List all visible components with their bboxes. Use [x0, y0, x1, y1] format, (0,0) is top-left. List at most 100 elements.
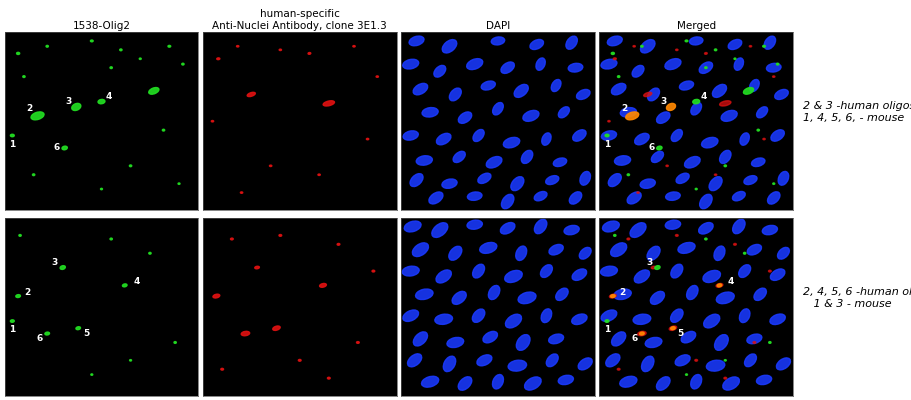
Ellipse shape: [279, 234, 281, 236]
Ellipse shape: [174, 342, 176, 343]
Ellipse shape: [33, 174, 35, 176]
Text: 1: 1: [9, 140, 15, 149]
Ellipse shape: [691, 102, 701, 115]
Ellipse shape: [529, 40, 543, 50]
Ellipse shape: [540, 309, 551, 322]
Ellipse shape: [719, 150, 731, 164]
Ellipse shape: [749, 80, 758, 92]
Ellipse shape: [534, 219, 547, 234]
Text: 1: 1: [603, 140, 609, 149]
Ellipse shape: [110, 67, 112, 68]
Ellipse shape: [634, 133, 649, 145]
Ellipse shape: [366, 138, 368, 140]
Ellipse shape: [356, 342, 359, 343]
Ellipse shape: [709, 177, 722, 191]
Ellipse shape: [247, 92, 255, 96]
Ellipse shape: [599, 266, 617, 276]
Ellipse shape: [742, 88, 752, 94]
Ellipse shape: [555, 288, 568, 300]
Ellipse shape: [139, 58, 141, 60]
Ellipse shape: [613, 234, 615, 236]
Ellipse shape: [403, 310, 418, 322]
Ellipse shape: [46, 45, 48, 47]
Ellipse shape: [298, 360, 301, 361]
Ellipse shape: [732, 244, 735, 245]
Ellipse shape: [308, 52, 311, 54]
Ellipse shape: [568, 63, 582, 72]
Ellipse shape: [738, 265, 750, 278]
Ellipse shape: [617, 76, 619, 78]
Ellipse shape: [129, 165, 131, 167]
Ellipse shape: [674, 355, 690, 366]
Ellipse shape: [503, 137, 519, 148]
Ellipse shape: [148, 88, 159, 94]
Text: 4: 4: [727, 277, 733, 286]
Ellipse shape: [627, 192, 640, 204]
Ellipse shape: [767, 192, 779, 204]
Ellipse shape: [375, 76, 378, 77]
Ellipse shape: [665, 165, 668, 166]
Ellipse shape: [772, 76, 774, 77]
Ellipse shape: [500, 62, 514, 74]
Ellipse shape: [702, 270, 720, 282]
Ellipse shape: [534, 192, 547, 201]
Ellipse shape: [656, 112, 670, 123]
Ellipse shape: [122, 284, 127, 287]
Ellipse shape: [45, 332, 49, 335]
Ellipse shape: [713, 49, 716, 51]
Ellipse shape: [563, 225, 578, 235]
Ellipse shape: [627, 174, 629, 176]
Ellipse shape: [452, 291, 466, 304]
Ellipse shape: [619, 108, 636, 117]
Ellipse shape: [749, 46, 751, 47]
Text: 6: 6: [648, 144, 654, 152]
Ellipse shape: [777, 172, 788, 185]
Ellipse shape: [692, 100, 699, 104]
Ellipse shape: [404, 221, 421, 232]
Ellipse shape: [733, 58, 742, 70]
Ellipse shape: [421, 376, 438, 387]
Ellipse shape: [721, 110, 736, 121]
Ellipse shape: [617, 368, 619, 370]
Ellipse shape: [690, 374, 701, 389]
Ellipse shape: [664, 220, 680, 229]
Ellipse shape: [681, 331, 695, 343]
Ellipse shape: [407, 354, 421, 367]
Ellipse shape: [545, 176, 558, 184]
Ellipse shape: [568, 192, 581, 204]
Ellipse shape: [428, 192, 443, 204]
Ellipse shape: [763, 36, 774, 49]
Ellipse shape: [558, 107, 568, 118]
Ellipse shape: [536, 58, 545, 70]
Ellipse shape: [505, 314, 521, 328]
Ellipse shape: [613, 289, 630, 300]
Ellipse shape: [644, 337, 661, 348]
Text: 3: 3: [52, 258, 58, 267]
Ellipse shape: [775, 63, 778, 65]
Ellipse shape: [486, 156, 501, 168]
Ellipse shape: [609, 294, 616, 298]
Ellipse shape: [500, 222, 515, 234]
Ellipse shape: [699, 62, 711, 74]
Ellipse shape: [743, 354, 755, 367]
Ellipse shape: [477, 173, 490, 184]
Ellipse shape: [412, 243, 428, 256]
Ellipse shape: [670, 327, 674, 330]
Ellipse shape: [372, 270, 374, 272]
Ellipse shape: [504, 270, 522, 282]
Ellipse shape: [476, 355, 491, 366]
Ellipse shape: [322, 101, 334, 106]
Ellipse shape: [600, 310, 616, 322]
Ellipse shape: [576, 90, 589, 100]
Ellipse shape: [236, 46, 239, 47]
Ellipse shape: [689, 37, 702, 45]
Ellipse shape: [23, 76, 26, 78]
Ellipse shape: [442, 179, 456, 188]
Ellipse shape: [211, 120, 213, 122]
Ellipse shape: [626, 238, 629, 240]
Ellipse shape: [640, 356, 653, 372]
Ellipse shape: [656, 146, 661, 150]
Text: 5: 5: [677, 329, 683, 338]
Ellipse shape: [100, 188, 102, 190]
Ellipse shape: [723, 165, 726, 167]
